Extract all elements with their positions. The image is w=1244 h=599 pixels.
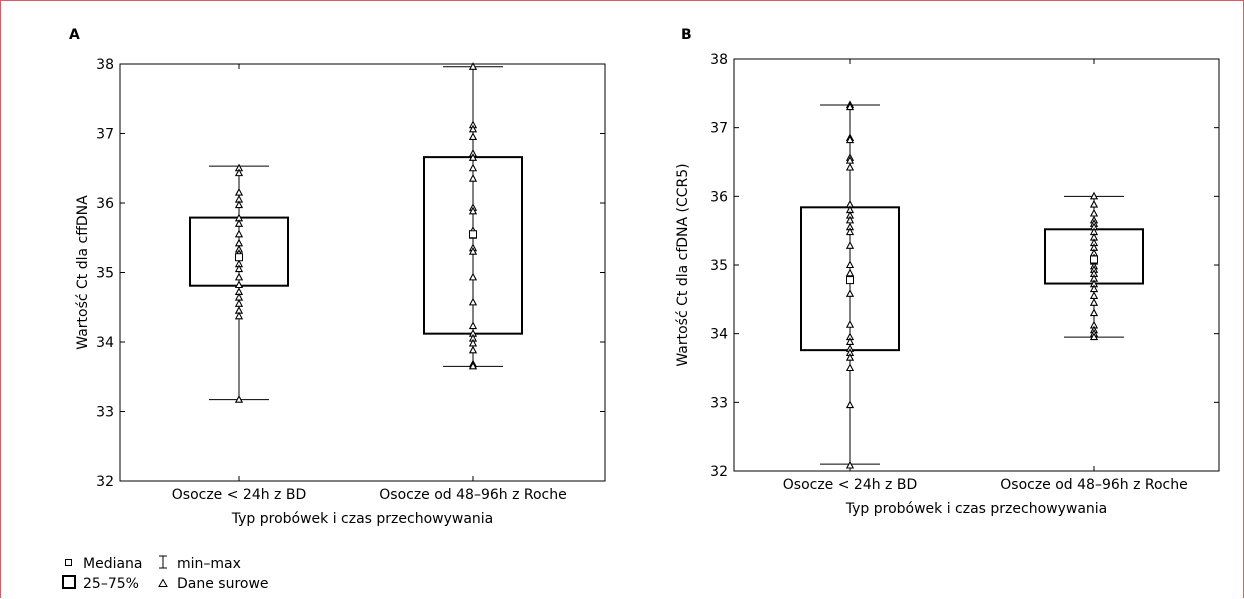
legend: Mediana min–max 25–75% Dane surowe (61, 554, 269, 594)
raw-point (1089, 191, 1099, 200)
y-tick-label: 35 (96, 266, 114, 282)
raw-point (1089, 298, 1099, 306)
raw-point (468, 246, 478, 255)
box-group-2 (423, 62, 523, 370)
raw-point (468, 174, 478, 182)
y-tick-label: 35 (710, 258, 728, 274)
y-tick-label: 38 (96, 57, 114, 73)
raw-point (234, 395, 244, 403)
raw-point (468, 132, 478, 141)
panel-label: A (69, 27, 80, 43)
raw-point (468, 124, 478, 133)
raw-point (468, 153, 478, 161)
y-axis-title: Wartość Ct dla cffDNA (75, 195, 91, 350)
raw-point (468, 345, 478, 354)
legend-range-label: min–max (177, 556, 241, 572)
x-tick-label: Osocze < 24h z BD (172, 487, 307, 503)
y-tick-label: 33 (710, 395, 728, 411)
raw-point (845, 135, 855, 144)
raw-point (468, 297, 478, 306)
median-marker (1090, 255, 1098, 264)
raw-triangle-icon (155, 576, 171, 592)
raw-point (845, 268, 855, 277)
y-tick-label: 34 (710, 327, 728, 343)
raw-point (845, 102, 855, 111)
raw-point (234, 200, 244, 209)
raw-point (234, 229, 244, 238)
y-tick-label: 34 (96, 335, 114, 351)
median-marker (846, 276, 854, 285)
legend-median-label: Mediana (83, 556, 143, 572)
raw-point (845, 227, 855, 236)
raw-point (234, 272, 244, 281)
y-tick-label: 37 (96, 127, 114, 143)
raw-point (845, 400, 855, 409)
raw-point (234, 168, 244, 177)
raw-point (234, 311, 244, 320)
raw-point (468, 321, 478, 330)
raw-point (845, 460, 855, 469)
raw-point (845, 320, 855, 328)
y-tick-label: 32 (710, 464, 728, 480)
raw-point (468, 163, 478, 172)
panel-label: B (681, 27, 692, 43)
raw-point (845, 289, 855, 297)
box-group-1 (189, 163, 289, 403)
raw-point (234, 299, 244, 307)
y-tick-label: 37 (710, 121, 728, 137)
raw-point (845, 260, 855, 269)
raw-point (234, 187, 244, 196)
box-square-icon (61, 575, 77, 593)
chart-panel-b: B 32 33 34 35 36 37 38 Osocze < 24h z BD Osocze o… (675, 27, 1220, 517)
chart-panel-a: A 32 33 34 35 36 37 38 Osocze < 24h z BD Osocze o… (69, 27, 606, 527)
x-tick-label: Osocze od 48–96h z Roche (379, 487, 567, 503)
box-group-2 (1044, 191, 1144, 341)
raw-point (1089, 332, 1099, 341)
raw-point (845, 363, 855, 372)
raw-point (1089, 291, 1099, 299)
median-marker (235, 253, 243, 262)
raw-point (1089, 208, 1099, 217)
raw-point (845, 162, 855, 171)
raw-point (468, 206, 478, 215)
median-marker (469, 230, 477, 239)
raw-point (234, 264, 244, 273)
y-tick-label: 36 (710, 189, 728, 205)
y-tick-label: 36 (96, 196, 114, 212)
raw-point (845, 241, 855, 249)
raw-point (468, 361, 478, 370)
x-axis-title: Typ probówek i czas przechowywania (231, 511, 494, 527)
box-group-1 (800, 100, 900, 469)
y-tick-label: 32 (96, 474, 114, 490)
raw-point (234, 219, 244, 227)
y-tick-label: 38 (710, 52, 728, 68)
raw-point (1089, 308, 1099, 317)
raw-point (1089, 199, 1099, 208)
legend-iqr-label: 25–75% (83, 576, 139, 592)
raw-point (468, 62, 478, 70)
raw-point (845, 353, 855, 361)
x-tick-label: Osocze od 48–96h z Roche (1000, 477, 1188, 493)
y-tick-label: 33 (96, 405, 114, 421)
median-square-icon (61, 556, 77, 572)
legend-raw-label: Dane surowe (177, 576, 269, 592)
range-whisker-icon (155, 554, 171, 574)
x-axis-title: Typ probówek i czas przechowywania (845, 501, 1108, 517)
x-tick-label: Osocze < 24h z BD (783, 477, 918, 493)
raw-point (468, 272, 478, 281)
y-axis-title: Wartość Ct dla cfDNA (CCR5) (675, 163, 691, 366)
